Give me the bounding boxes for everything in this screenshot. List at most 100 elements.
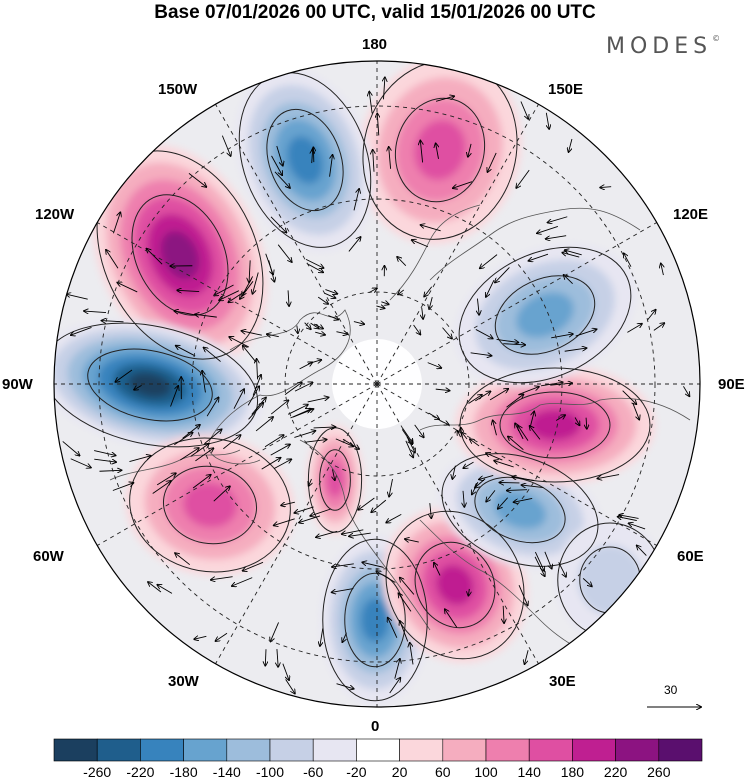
wind-vector (304, 322, 311, 330)
wind-vector (148, 582, 162, 593)
wind-vector (313, 427, 336, 428)
wind-vector (373, 150, 374, 172)
wind-vector (305, 258, 323, 268)
wind-vector (284, 383, 302, 395)
colorbar (53, 738, 703, 762)
contour-negative-90w (87, 348, 213, 422)
wind-vector (349, 532, 371, 536)
wind-vector (389, 147, 391, 169)
wind-vector (271, 155, 283, 175)
lon-label-30e: 30E (549, 673, 576, 690)
colorbar-swatch-10 (485, 738, 530, 762)
wind-vector (472, 481, 479, 494)
parallel-3 (98, 105, 656, 663)
wind-vector (94, 450, 115, 456)
wind-vector (646, 310, 655, 321)
wind-vector (282, 663, 289, 680)
wind-vector (564, 348, 587, 352)
chart-title: Base 07/01/2026 00 UTC, valid 15/01/2026… (154, 2, 596, 23)
wind-vector (309, 478, 312, 486)
wind-vector (99, 470, 121, 471)
wind-vector (512, 477, 535, 481)
wind-vector (486, 453, 503, 461)
coastline-6 (109, 449, 241, 481)
wind-vector (342, 632, 347, 642)
wind-vector (270, 622, 279, 641)
wind-vector (274, 518, 295, 526)
wind-vector (194, 636, 207, 639)
colorbar-swatch-9 (442, 738, 487, 762)
wind-vector (369, 92, 373, 114)
wind-vector (204, 429, 222, 444)
wind-vector (195, 314, 217, 317)
wind-vector (515, 423, 524, 440)
wind-vector (335, 438, 353, 446)
colorbar-swatch-13 (615, 738, 660, 762)
wind-vector (629, 523, 646, 530)
wind-vector (204, 348, 221, 362)
wind-vector (530, 426, 541, 440)
colorbar-tick-label: -20 (346, 764, 367, 780)
wind-vector (276, 145, 283, 166)
contour-positive-90e (499, 391, 611, 459)
wind-vector (383, 77, 384, 100)
wind-vector (463, 490, 464, 507)
wind-vector (503, 605, 504, 623)
wind-vector (317, 296, 328, 304)
wind-vector (422, 307, 423, 319)
wind-vector (180, 448, 198, 461)
wind-vector (287, 405, 308, 415)
wind-vector (94, 458, 116, 462)
meridian-120 (376, 218, 664, 385)
contour-outer-positive-90e (459, 367, 651, 483)
wind-vector (348, 237, 361, 252)
wind-vector (358, 497, 375, 510)
wind-vector (353, 189, 359, 211)
colorbar-tick-label: -60 (303, 764, 324, 780)
wind-vector (188, 173, 206, 186)
lon-label-180: 180 (362, 36, 388, 53)
wind-vector (575, 329, 597, 337)
colorbar-swatch-3 (183, 738, 228, 762)
colorbar-swatch-4 (226, 738, 271, 762)
wind-vector (470, 352, 492, 356)
wind-vector (66, 294, 88, 300)
wind-vector (453, 181, 473, 188)
wind-vector (470, 439, 480, 447)
wind-vector (129, 456, 150, 463)
wind-vector (192, 475, 211, 489)
wind-vector (622, 390, 637, 404)
wind-vector (277, 649, 278, 667)
wind-vector (534, 551, 544, 571)
copyright-mark: © (712, 34, 721, 43)
colorbar-tick-label: 20 (391, 764, 408, 780)
wind-vector (389, 478, 393, 496)
wind-vector (468, 395, 482, 404)
wind-vector (555, 415, 565, 421)
wind-vector (376, 306, 384, 308)
wind-vector (265, 649, 266, 665)
wind-vector (479, 475, 494, 479)
anomaly-negative-10w-level--180 (360, 597, 390, 643)
wind-vector (529, 253, 549, 261)
wind-vector (312, 149, 313, 164)
colorbar-tick-label: 260 (647, 764, 671, 780)
contour-outer-negative-10w (322, 538, 428, 702)
wind-vector (653, 323, 664, 331)
wind-vector (507, 490, 528, 491)
wind-vector (405, 440, 413, 458)
wind-vector (558, 562, 566, 576)
anomaly-negative-90w-level--260 (128, 372, 172, 398)
wind-vector (468, 143, 471, 157)
colorbar-swatch-11 (528, 738, 573, 762)
wind-vector (537, 225, 558, 233)
wind-vector (288, 290, 289, 306)
reference-vector-label: 30 (664, 683, 678, 697)
wind-vector (315, 332, 325, 335)
wind-vector (112, 483, 134, 491)
lat-lon-grid (54, 61, 700, 707)
wind-vector (362, 562, 384, 568)
wind-vector (569, 138, 573, 152)
wind-vector (480, 254, 498, 269)
